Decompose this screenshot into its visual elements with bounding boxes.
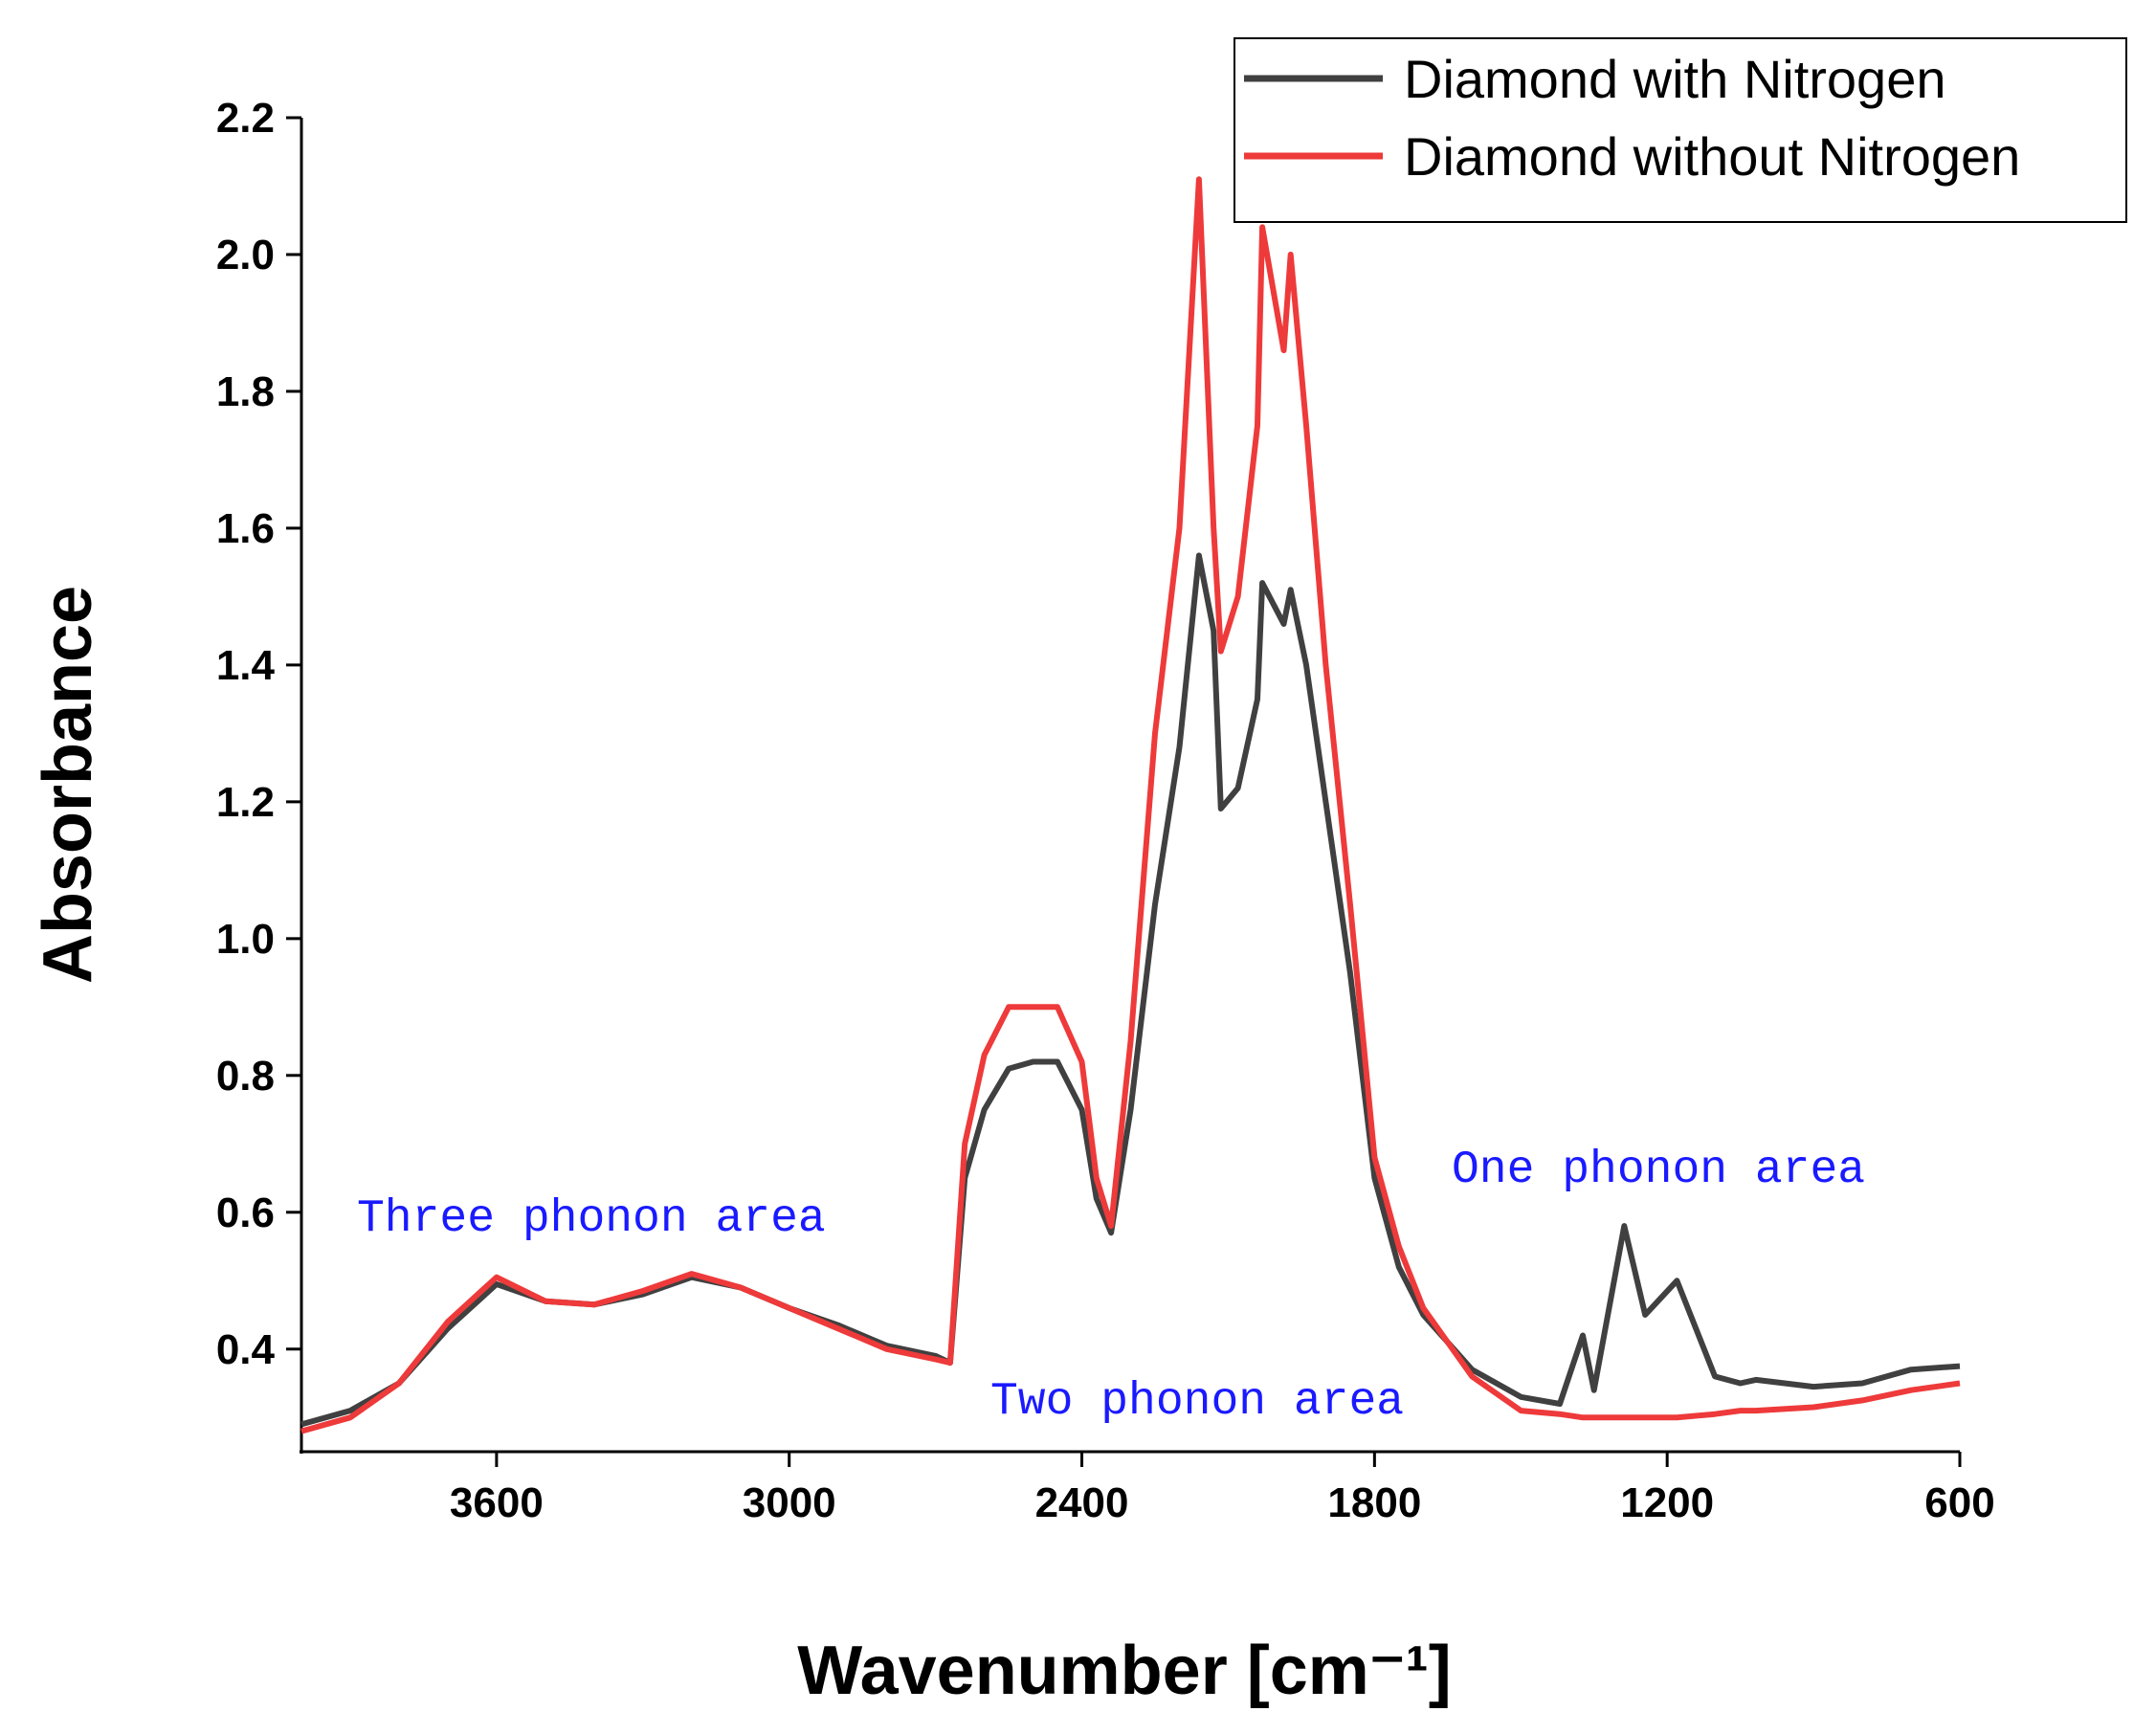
legend-label: Diamond with Nitrogen (1404, 49, 1945, 109)
y-tick-label: 1.4 (216, 642, 276, 689)
x-tick-label: 1800 (1327, 1479, 1421, 1526)
series-line (300, 176, 1961, 1434)
x-tick-label: 2400 (1035, 1479, 1129, 1526)
x-tick-label: 1200 (1620, 1479, 1714, 1526)
y-tick-label: 2.2 (216, 95, 275, 142)
annotation: Three phonon area (357, 1193, 826, 1245)
y-tick-label: 0.6 (216, 1189, 275, 1236)
legend-label: Diamond without Nitrogen (1404, 126, 2020, 187)
annotation: Two phonon area (990, 1376, 1404, 1428)
x-tick-label: 600 (1924, 1479, 1994, 1526)
y-tick-label: 1.2 (216, 779, 275, 826)
x-tick-label: 3600 (450, 1479, 544, 1526)
legend-box (1234, 37, 2127, 223)
x-axis-title: Wavenumber [cm⁻¹] (797, 1633, 1451, 1709)
y-axis-title: Absorbance (30, 586, 106, 984)
annotation: One phonon area (1452, 1145, 1865, 1196)
y-tick-label: 0.4 (216, 1326, 276, 1373)
y-tick-label: 1.6 (216, 505, 275, 552)
x-tick-label: 3000 (743, 1479, 836, 1526)
y-tick-label: 1.8 (216, 368, 275, 415)
series-line (300, 552, 1961, 1428)
y-tick-label: 2.0 (216, 232, 275, 278)
y-tick-label: 1.0 (216, 916, 275, 963)
y-tick-label: 0.8 (216, 1053, 275, 1100)
